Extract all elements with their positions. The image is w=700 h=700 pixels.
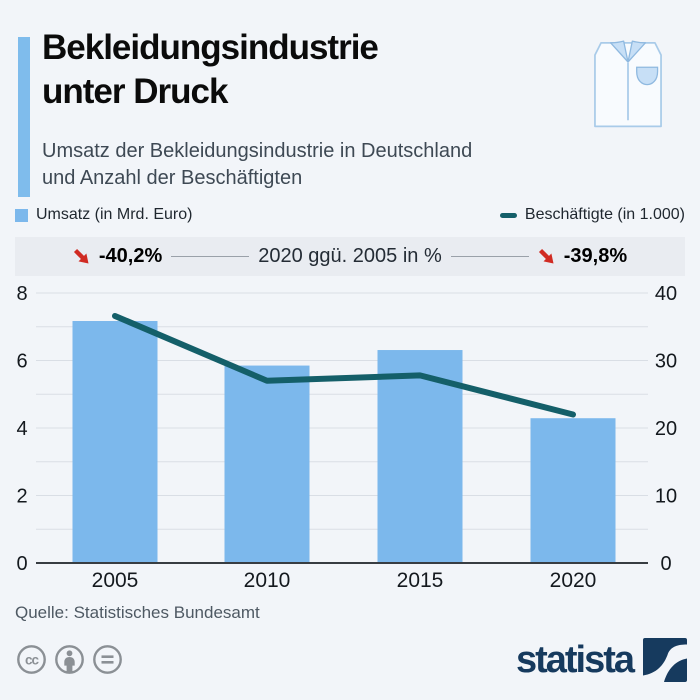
license-icons: cc xyxy=(16,644,123,675)
cc-icon: cc xyxy=(17,645,46,674)
banner-left-value: -40,2% xyxy=(98,245,163,267)
title-line-1: Bekleidungsindustrie xyxy=(42,28,379,67)
attribution-person-icon xyxy=(55,645,84,674)
right-axis-tick: 0 xyxy=(660,553,671,575)
statista-logo: statista xyxy=(516,637,687,683)
page-title: Bekleidungsindustrie unter Druck xyxy=(42,26,379,114)
svg-text:cc: cc xyxy=(25,653,40,668)
down-right-arrow-icon xyxy=(73,248,89,264)
left-axis-tick: 0 xyxy=(16,553,27,575)
bar-2010 xyxy=(224,365,310,563)
statista-mark-icon xyxy=(643,638,687,682)
bar-2005 xyxy=(72,321,158,563)
left-axis-tick: 6 xyxy=(16,351,27,373)
category-label-2010: 2010 xyxy=(244,569,291,592)
umsatz-swatch-icon xyxy=(15,208,28,222)
banner-right-value: -39,8% xyxy=(563,245,628,267)
equals-icon xyxy=(93,645,122,674)
banner-connector-right xyxy=(450,256,529,257)
category-label-2015: 2015 xyxy=(397,569,444,592)
shirt-icon xyxy=(594,40,662,128)
right-axis-tick: 10 xyxy=(655,486,677,508)
comparison-banner: -40,2% 2020 ggü. 2005 in % -39,8% xyxy=(15,237,685,276)
category-label-2020: 2020 xyxy=(550,569,597,592)
down-right-arrow-icon xyxy=(538,248,554,264)
chart-legend: Umsatz (in Mrd. Euro) Beschäftigte (in 1… xyxy=(15,206,685,224)
banner-center-label: 2020 ggü. 2005 in % xyxy=(258,245,442,267)
right-axis-tick: 30 xyxy=(655,351,677,373)
category-label-2005: 2005 xyxy=(92,569,139,592)
subtitle-line-2: und Anzahl der Beschäftigten xyxy=(42,167,303,189)
title-line-2: unter Druck xyxy=(42,72,228,111)
legend-item-beschaeftigte: Beschäftigte (in 1.000) xyxy=(499,206,685,224)
legend-label-umsatz: Umsatz (in Mrd. Euro) xyxy=(36,206,193,223)
chart-svg: 0 2 4 6 8 0 10 20 30 40 2005 2010 2015 2020 xyxy=(16,283,677,592)
bar-2020 xyxy=(530,418,616,563)
left-axis-tick: 4 xyxy=(16,418,27,440)
source-note: Quelle: Statistisches Bundesamt xyxy=(15,603,260,622)
left-axis-tick: 2 xyxy=(16,486,27,508)
title-accent-bar xyxy=(18,37,30,197)
beschaeftigte-swatch-icon xyxy=(499,212,517,218)
legend-label-beschaeftigte: Beschäftigte (in 1.000) xyxy=(524,206,685,223)
right-axis-tick: 40 xyxy=(655,283,677,305)
left-axis-tick: 8 xyxy=(16,283,27,305)
subtitle-line-1: Umsatz der Bekleidungsindustrie in Deuts… xyxy=(42,140,473,162)
line-beschaeftigte xyxy=(112,312,576,418)
legend-item-umsatz: Umsatz (in Mrd. Euro) xyxy=(15,206,192,224)
right-axis-tick: 20 xyxy=(655,418,677,440)
banner-connector-left xyxy=(171,256,250,257)
statista-wordmark: statista xyxy=(515,639,635,681)
page-subtitle: Umsatz der Bekleidungsindustrie in Deuts… xyxy=(42,138,472,192)
